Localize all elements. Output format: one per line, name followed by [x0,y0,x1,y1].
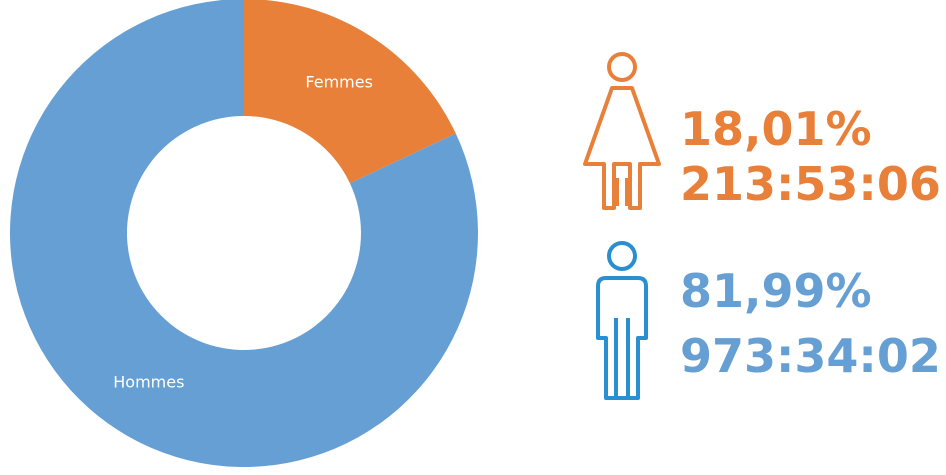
male-percent: 81,99% [680,264,872,318]
slice-label: Femmes [305,73,373,92]
female-duration: 213:53:06 [680,157,941,211]
female-percent: 18,01% [680,102,872,156]
female-icon [583,52,661,210]
male-duration: 973:34:02 [680,329,941,383]
male-icon [596,241,648,400]
donut-slice [10,0,478,467]
donut-slice [244,0,456,184]
slice-label: Hommes [113,372,184,391]
